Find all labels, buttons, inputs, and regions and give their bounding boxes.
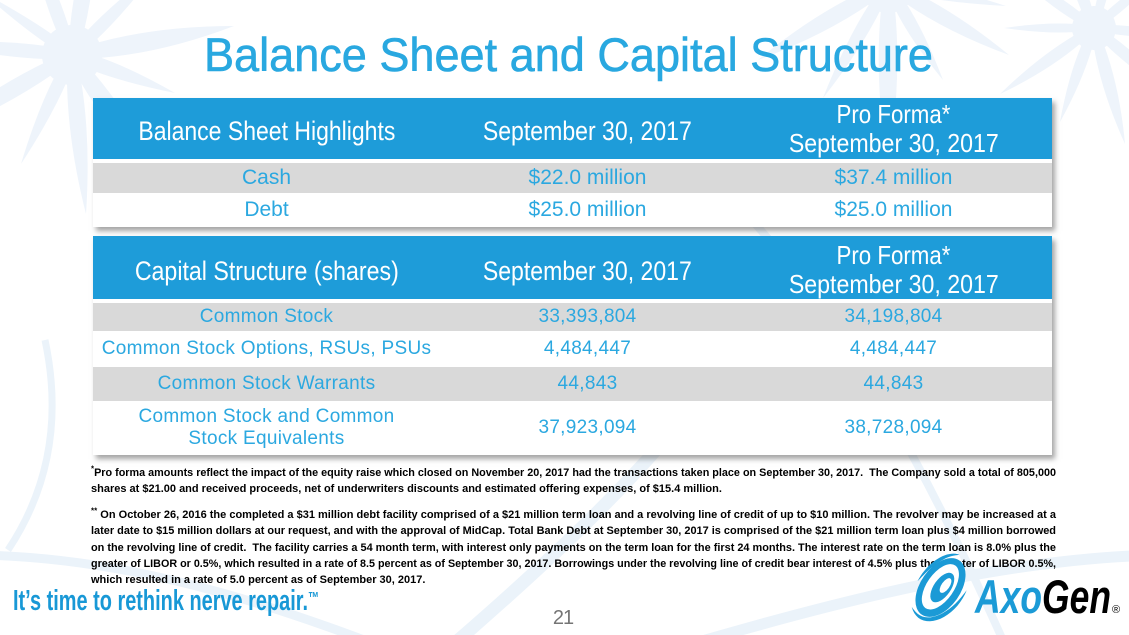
- svg-text:AxoGen: AxoGen: [974, 570, 1111, 623]
- svg-text:®: ®: [1112, 604, 1120, 616]
